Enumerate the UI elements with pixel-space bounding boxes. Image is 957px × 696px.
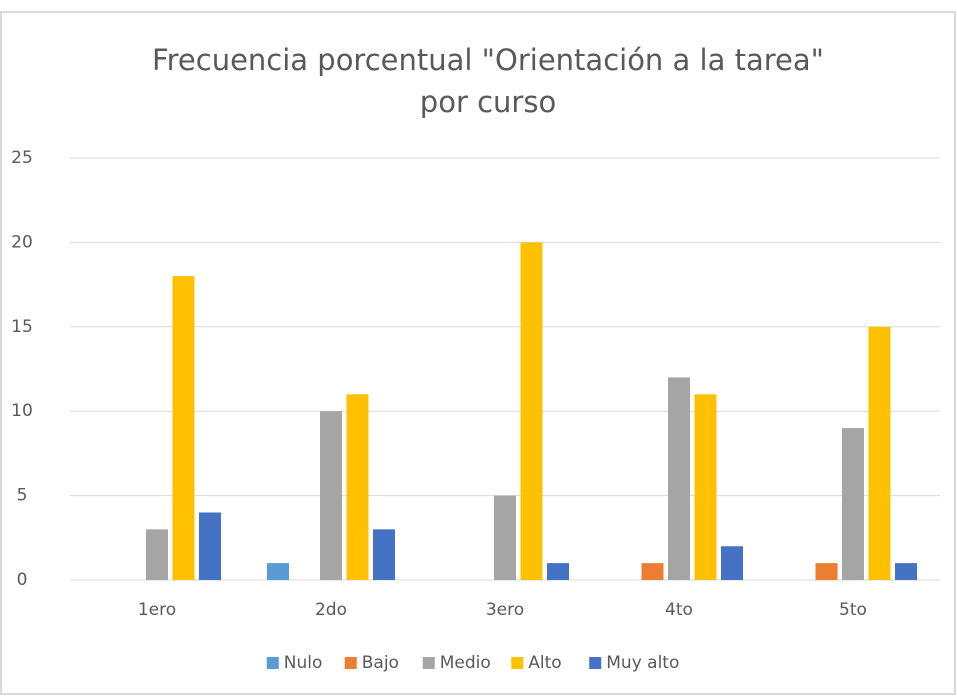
x-tick-label: 4to — [665, 600, 693, 620]
bar — [320, 411, 342, 580]
bar — [494, 495, 516, 580]
legend-label: Muy alto — [606, 653, 679, 673]
legend-label: Medio — [440, 653, 491, 673]
y-tick-label: 25 — [11, 148, 33, 168]
bar — [373, 529, 395, 580]
y-tick-label: 15 — [11, 317, 33, 337]
bar — [199, 512, 221, 580]
y-tick-label: 0 — [17, 570, 28, 590]
bar — [868, 326, 891, 580]
x-tick-label: 1ero — [138, 600, 176, 620]
x-tick-label: 2do — [315, 600, 347, 620]
y-tick-label: 10 — [11, 401, 33, 421]
bar — [547, 563, 569, 580]
bar — [815, 563, 838, 580]
legend-label: Bajo — [362, 653, 399, 673]
chart-title: por curso — [420, 85, 556, 119]
legend-label: Alto — [528, 653, 561, 673]
chart-title: Frecuencia porcentual "Orientación a la … — [152, 43, 824, 77]
legend-swatch — [511, 657, 524, 669]
bar — [895, 563, 917, 580]
bar — [267, 563, 289, 580]
x-tick-label: 3ero — [486, 600, 524, 620]
bar — [146, 529, 168, 580]
y-tick-label: 5 — [17, 486, 28, 506]
bar — [694, 394, 717, 580]
bar — [346, 394, 369, 580]
legend-swatch — [344, 657, 357, 669]
legend-swatch — [589, 657, 602, 669]
bar — [668, 377, 690, 580]
legend-swatch — [422, 657, 435, 669]
legend-swatch — [266, 657, 279, 669]
y-tick-label: 20 — [11, 232, 33, 252]
bar — [520, 242, 543, 580]
x-tick-label: 5to — [839, 600, 867, 620]
bar — [641, 563, 664, 580]
bar — [721, 546, 743, 580]
legend-label: Nulo — [284, 653, 323, 673]
bar — [172, 276, 195, 580]
bar — [842, 428, 864, 580]
